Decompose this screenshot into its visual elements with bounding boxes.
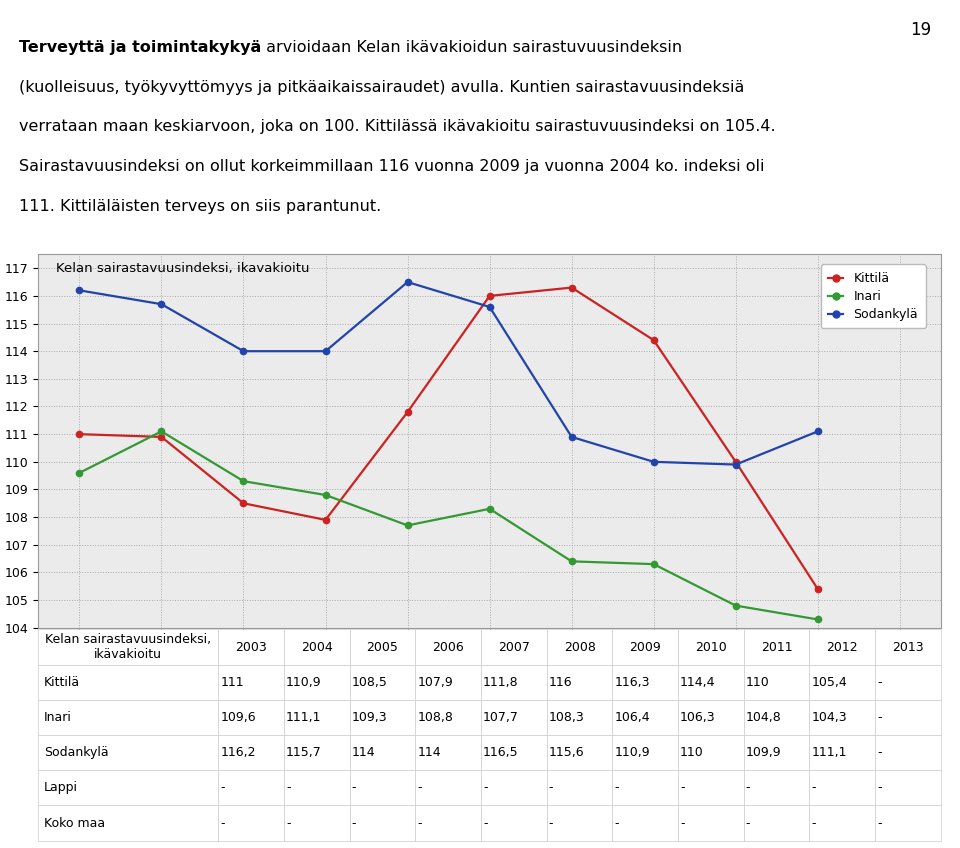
- Kittilä: [238, 499, 250, 509]
- Inari: [238, 476, 250, 486]
- Text: arvioidaan Kelan ikävakioidun sairastuvuusindeksin: arvioidaan Kelan ikävakioidun sairastuvu…: [261, 40, 683, 55]
- Kittilä: [320, 515, 331, 525]
- Sodankylä: [238, 346, 250, 356]
- Sodankylä: [402, 277, 414, 287]
- Inari: [320, 490, 331, 500]
- Text: Sairastavuusindeksi on ollut korkeimmillaan 116 vuonna 2009 ja vuonna 2004 ko. i: Sairastavuusindeksi on ollut korkeimmill…: [19, 159, 765, 174]
- Sodankylä: [320, 346, 331, 356]
- Inari: [565, 556, 577, 566]
- Kittilä: [730, 457, 741, 467]
- Kittilä: [402, 407, 414, 417]
- Kittilä: [648, 335, 660, 345]
- Sodankylä: [156, 299, 167, 310]
- Legend: Kittilä, Inari, Sodankylä: Kittilä, Inari, Sodankylä: [821, 265, 925, 328]
- Sodankylä: [812, 427, 824, 437]
- Text: 19: 19: [910, 21, 931, 39]
- Text: Kelan sairastavuusindeksi, ikavakioitu: Kelan sairastavuusindeksi, ikavakioitu: [57, 262, 310, 275]
- Text: (kuolleisuus, työkyvyttömyys ja pitkäaikaissairaudet) avulla. Kuntien sairastavu: (kuolleisuus, työkyvyttömyys ja pitkäaik…: [19, 80, 745, 95]
- Kittilä: [812, 584, 824, 594]
- Kittilä: [565, 282, 577, 293]
- Inari: [74, 468, 85, 478]
- Inari: [402, 521, 414, 531]
- Sodankylä: [565, 432, 577, 442]
- Line: Inari: Inari: [76, 428, 821, 622]
- Sodankylä: [730, 460, 741, 470]
- Inari: [484, 504, 495, 514]
- Sodankylä: [74, 285, 85, 295]
- Kittilä: [484, 291, 495, 301]
- Line: Sodankylä: Sodankylä: [76, 279, 821, 468]
- Inari: [648, 559, 660, 569]
- Text: Terveyttä ja toimintakykyä: Terveyttä ja toimintakykyä: [19, 40, 261, 55]
- Text: verrataan maan keskiarvoon, joka on 100. Kittilässä ikävakioitu sairastuvuusinde: verrataan maan keskiarvoon, joka on 100.…: [19, 120, 776, 134]
- Sodankylä: [484, 302, 495, 312]
- Inari: [730, 600, 741, 611]
- Sodankylä: [648, 457, 660, 467]
- Kittilä: [156, 432, 167, 442]
- Inari: [812, 614, 824, 624]
- Line: Kittilä: Kittilä: [76, 284, 821, 592]
- Kittilä: [74, 429, 85, 439]
- Inari: [156, 427, 167, 437]
- Text: 111. Kittiläläisten terveys on siis parantunut.: 111. Kittiläläisten terveys on siis para…: [19, 198, 381, 214]
